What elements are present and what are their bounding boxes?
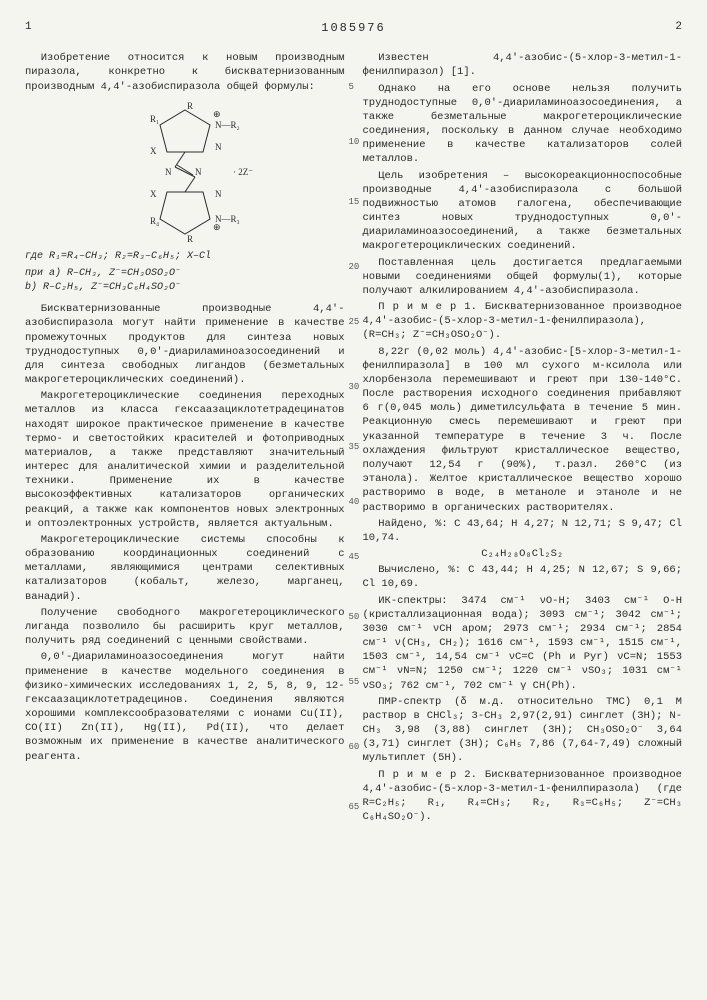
para-use: Бискватернизованные производные 4,4'-азо… [25, 302, 345, 387]
calc-analysis: Вычислено, %: С 43,44; Н 4,25; N 12,67; … [363, 563, 683, 591]
svg-text:X: X [150, 189, 157, 199]
svg-text:R: R [187, 234, 193, 242]
line-number: 25 [349, 316, 360, 328]
line-number: 5 [349, 81, 354, 93]
line-number: 50 [349, 611, 360, 623]
svg-text:N: N [195, 167, 202, 177]
line-number: 30 [349, 381, 360, 393]
example-1: П р и м е р 1. Бискватернизованное произ… [363, 300, 683, 343]
achieved-para: Поставленная цель достигается предлагаем… [363, 256, 683, 299]
svg-text:R₄: R₄ [150, 216, 159, 226]
svg-text:⊕: ⊕ [213, 109, 221, 119]
example-2: П р и м е р 2. Бискватернизованное произ… [363, 768, 683, 825]
ir-spectra: ИК-спектры: 3474 см⁻¹ νO-H; 3403 см⁻¹ O-… [363, 594, 683, 693]
column-right: 5 10 15 20 25 30 35 40 45 50 55 60 65 Из… [363, 51, 683, 826]
svg-text:R: R [187, 102, 193, 111]
para-coord: Макрогетероциклические системы способны … [25, 533, 345, 604]
two-column-layout: Изобретение относится к новым производны… [25, 51, 682, 826]
chemical-structure: R₁ R ⊕ N—R₂ N X N N · 2Z⁻ X N N—R₃ ⊕ R₄ … [25, 102, 345, 242]
found-analysis: Найдено, %: С 43,64; Н 4,27; N 12,71; S … [363, 517, 683, 545]
procedure-1: 8,22г (0,02 моль) 4,4'-азобис-[5-хлор-3-… [363, 345, 683, 515]
page-left: 1 [25, 20, 32, 36]
column-left: Изобретение относится к новым производны… [25, 51, 345, 826]
svg-text:· 2Z⁻: · 2Z⁻ [233, 167, 253, 177]
line-number: 15 [349, 196, 360, 208]
intro-para: Изобретение относится к новым производны… [25, 51, 345, 94]
svg-text:N: N [165, 167, 172, 177]
condition-b: b) R–C₂H₅, Z⁻=CH₃C₆H₄SO₂O⁻ [25, 281, 345, 295]
known-ref: Известен 4,4'-азобис-(5-хлор-3-метил-1-ф… [363, 51, 683, 79]
svg-text:N: N [215, 142, 222, 152]
svg-text:⊕: ⊕ [213, 222, 221, 232]
page-right: 2 [675, 20, 682, 36]
line-number: 10 [349, 136, 360, 148]
line-number: 65 [349, 801, 360, 813]
para-ligand: Получение свободного макрогетероцикличес… [25, 606, 345, 649]
document-number: 1085976 [32, 20, 676, 36]
para-macro: Макрогетероциклические соединения перехо… [25, 389, 345, 531]
svg-text:N: N [215, 189, 222, 199]
molecular-formula: C₂₄H₂₈O₈Cl₂S₂ [363, 547, 683, 561]
line-number: 60 [349, 741, 360, 753]
line-number: 45 [349, 551, 360, 563]
line-number: 55 [349, 676, 360, 688]
condition-a: при a) R–CH₃, Z⁻=CH₃OSO₂O⁻ [25, 267, 345, 281]
svg-text:R₁: R₁ [150, 114, 159, 124]
azo-pyrazole-structure: R₁ R ⊕ N—R₂ N X N N · 2Z⁻ X N N—R₃ ⊕ R₄ … [95, 102, 275, 242]
page-header: 1 1085976 2 [25, 20, 682, 36]
goal-para: Цель изобретения – высокореакционноспосо… [363, 169, 683, 254]
svg-text:X: X [150, 146, 157, 156]
line-number: 20 [349, 261, 360, 273]
para-diaryl: 0,0'-Диариламиноазосоединения могут найт… [25, 650, 345, 763]
conditions: при a) R–CH₃, Z⁻=CH₃OSO₂O⁻ b) R–C₂H₅, Z⁻… [25, 267, 345, 294]
however-para: Однако на его основе нельзя получить тру… [363, 82, 683, 167]
line-number: 35 [349, 441, 360, 453]
line-number: 40 [349, 496, 360, 508]
svg-text:N—R₂: N—R₂ [215, 120, 240, 130]
pmr-spectra: ПМР-спектр (δ м.д. относительно ТМС) 0,1… [363, 695, 683, 766]
where-clause: где R₁=R₄–CH₃; R₂=R₃–C₆H₅; X–Cl [25, 250, 345, 264]
